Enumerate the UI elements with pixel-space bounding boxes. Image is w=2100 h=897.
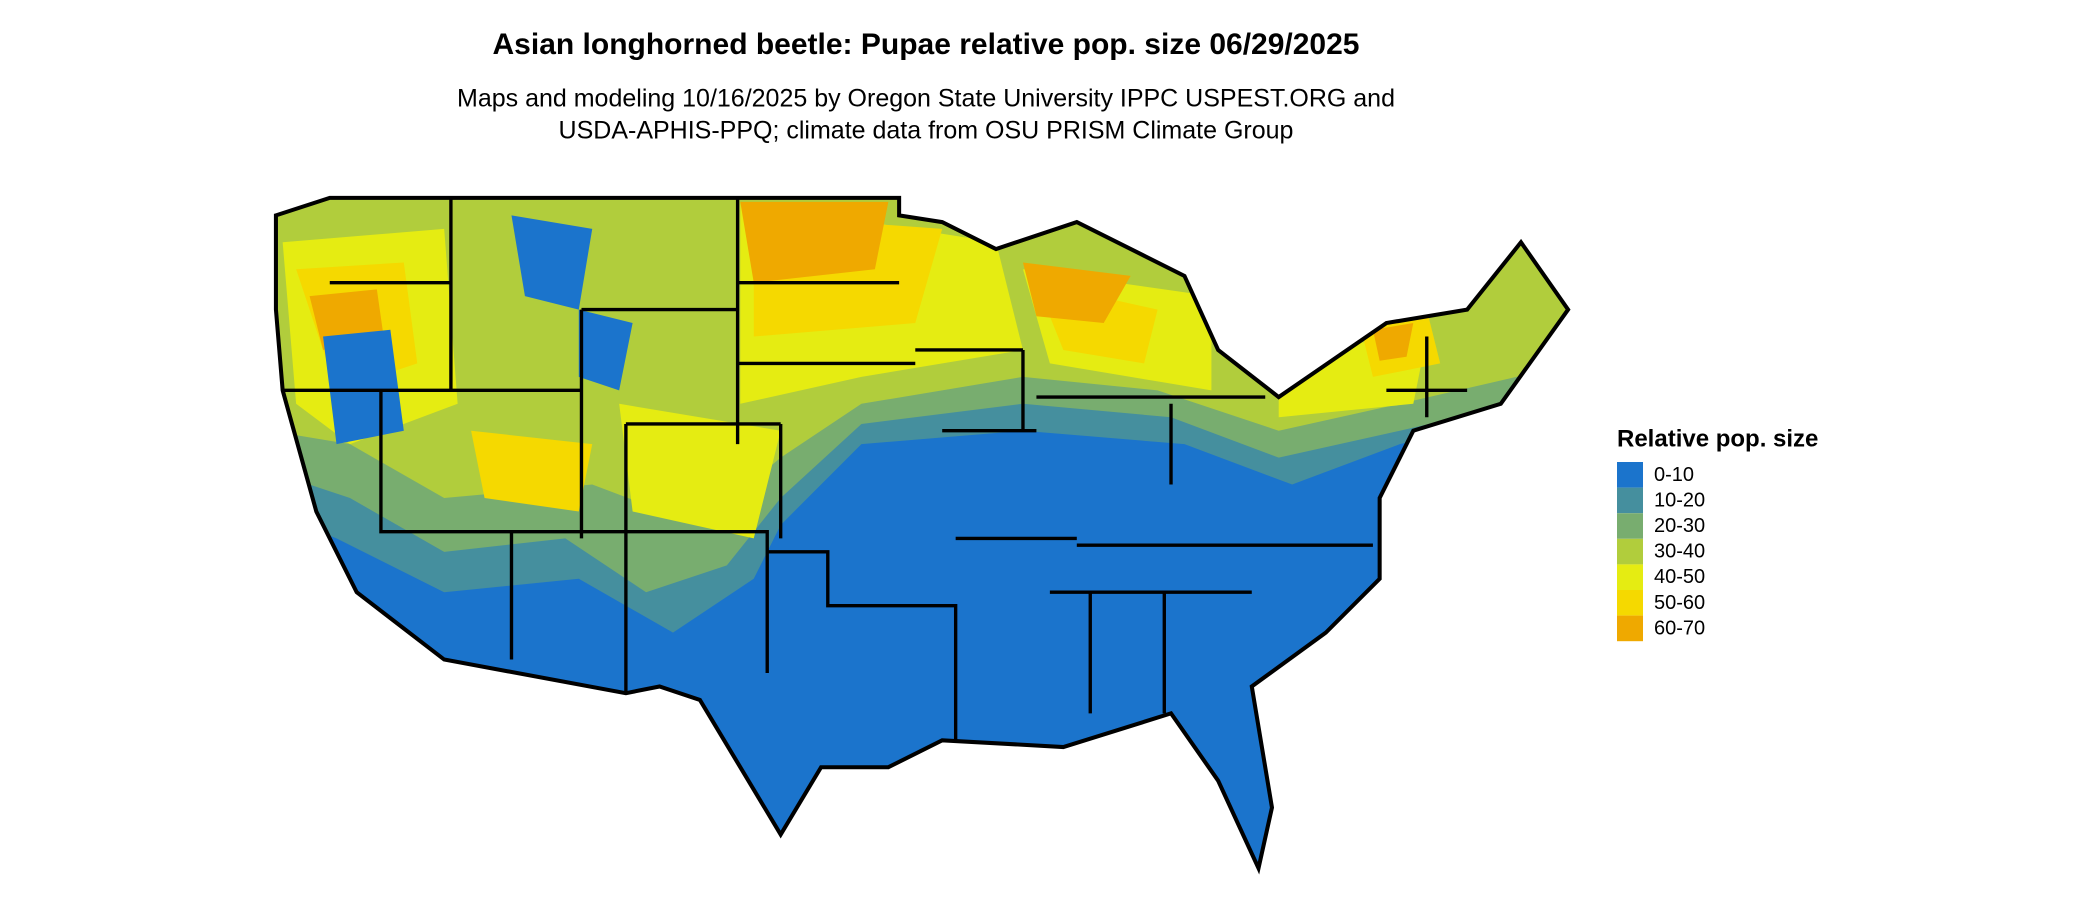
state-borders	[282, 197, 1468, 741]
region-fill	[323, 215, 633, 445]
region-fill	[296, 215, 1441, 512]
map-title: Asian longhorned beetle: Pupae relative …	[493, 28, 1360, 61]
legend-swatch	[1617, 513, 1643, 539]
legend-label: 40-50	[1654, 566, 1705, 588]
legend: 0-10 10-20 20-30 30-40 40-50 50-60 60-70	[1617, 462, 1705, 642]
us-map	[269, 188, 1575, 888]
legend-label: 20-30	[1654, 515, 1705, 537]
map-subtitle: USDA-APHIS-PPQ; climate data from OSU PR…	[559, 117, 1294, 145]
legend-label: 0-10	[1654, 464, 1694, 486]
legend-swatch	[1617, 564, 1643, 590]
legend-swatch	[1617, 615, 1643, 642]
legend-swatch	[1617, 462, 1643, 488]
legend-swatch	[1617, 590, 1643, 616]
legend-label: 30-40	[1654, 541, 1705, 563]
map-subtitle: Maps and modeling 10/16/2025 by Oregon S…	[457, 85, 1395, 113]
legend-swatch	[1617, 487, 1643, 514]
legend-title: Relative pop. size	[1617, 425, 1818, 452]
region-fill	[282, 201, 1427, 539]
legend-swatch	[1617, 538, 1643, 565]
region-fill	[309, 201, 1414, 361]
legend-label: 10-20	[1654, 489, 1705, 511]
legend-label: 60-70	[1654, 617, 1705, 639]
legend-label: 50-60	[1654, 592, 1705, 614]
